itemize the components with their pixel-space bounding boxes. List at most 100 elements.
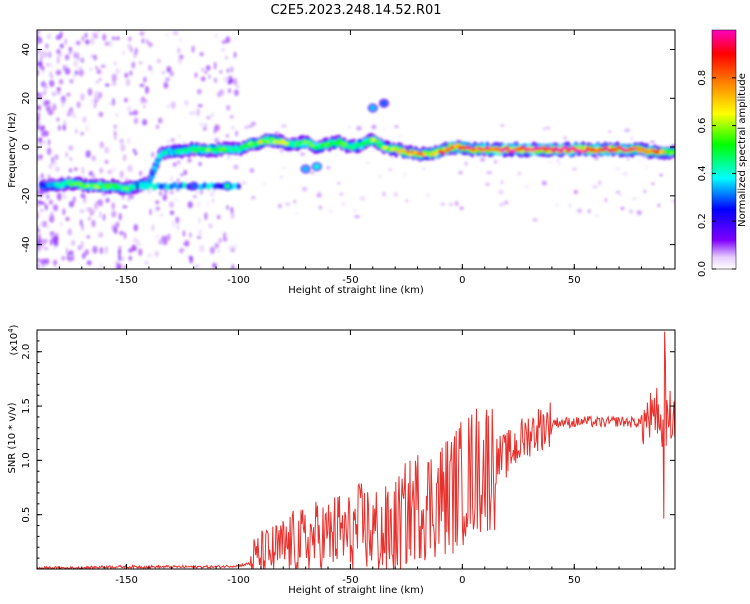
noise-speck bbox=[391, 155, 394, 161]
noise-speck bbox=[123, 264, 127, 269]
noise-speck bbox=[169, 190, 174, 195]
noise-speck bbox=[96, 69, 102, 75]
noise-speck bbox=[365, 161, 370, 165]
noise-speck bbox=[132, 238, 139, 243]
noise-speck bbox=[141, 38, 145, 44]
noise-speck bbox=[197, 104, 203, 108]
noise-speck bbox=[43, 140, 47, 145]
colorbar-tick-label: 0.6 bbox=[697, 118, 708, 134]
noise-speck bbox=[177, 58, 182, 64]
noise-speck bbox=[204, 70, 208, 75]
noise-speck bbox=[40, 125, 46, 130]
noise-speck bbox=[79, 209, 83, 213]
noise-speck bbox=[82, 252, 86, 259]
noise-speck bbox=[119, 230, 124, 236]
noise-speck bbox=[37, 147, 40, 151]
noise-speck bbox=[127, 165, 133, 172]
noise-speck bbox=[68, 145, 74, 151]
noise-speck bbox=[122, 205, 128, 209]
noise-speck bbox=[643, 189, 646, 194]
noise-speck bbox=[147, 252, 153, 258]
noise-speck bbox=[568, 203, 572, 208]
noise-speck bbox=[99, 247, 104, 255]
noise-speck bbox=[128, 36, 132, 42]
noise-speck bbox=[231, 126, 234, 129]
spectrogram-y-axis-label: Frequency (Hz) bbox=[7, 112, 18, 188]
noise-speck bbox=[76, 101, 81, 109]
noise-speck bbox=[91, 32, 98, 37]
noise-speck bbox=[97, 200, 101, 204]
noise-speck bbox=[122, 154, 127, 162]
noise-speck bbox=[128, 255, 132, 261]
noise-speck bbox=[226, 68, 230, 73]
noise-speck bbox=[222, 237, 228, 242]
noise-speck bbox=[671, 200, 675, 204]
noise-speck bbox=[46, 194, 50, 200]
snr-x-axis-label: Height of straight line (km) bbox=[288, 585, 424, 596]
noise-speck bbox=[124, 72, 129, 78]
noise-speck bbox=[393, 192, 399, 198]
noise-speck bbox=[56, 87, 61, 91]
noise-speck bbox=[114, 132, 117, 141]
noise-speck bbox=[59, 43, 64, 49]
noise-speck bbox=[285, 202, 290, 207]
feature-core bbox=[190, 183, 197, 189]
noise-speck bbox=[440, 202, 446, 206]
ridge-cell bbox=[68, 183, 74, 187]
noise-speck bbox=[382, 127, 387, 130]
noise-speck bbox=[113, 81, 117, 86]
noise-speck bbox=[170, 138, 175, 142]
noise-speck bbox=[211, 199, 215, 203]
snr-y-axis-label: SNR (10 * v/v) bbox=[7, 402, 18, 473]
noise-speck bbox=[573, 190, 578, 194]
noise-speck bbox=[217, 249, 220, 253]
noise-speck bbox=[226, 153, 231, 161]
noise-speck bbox=[37, 61, 43, 68]
noise-speck bbox=[93, 54, 97, 61]
noise-speck bbox=[107, 169, 113, 175]
spectrogram-y-ticks: -40 -20 0 20 40 bbox=[21, 43, 675, 253]
noise-speck bbox=[117, 249, 121, 257]
noise-speck bbox=[47, 174, 51, 180]
x-tick-label: -150 bbox=[115, 575, 138, 586]
noise-speck bbox=[347, 125, 352, 129]
noise-speck bbox=[62, 191, 66, 199]
noise-speck bbox=[232, 244, 238, 249]
noise-speck bbox=[157, 59, 161, 63]
noise-speck bbox=[119, 138, 124, 144]
spectrogram-x-axis-label: Height of straight line (km) bbox=[288, 285, 424, 296]
noise-speck bbox=[127, 43, 132, 50]
noise-speck bbox=[108, 39, 113, 48]
noise-speck bbox=[85, 150, 91, 158]
noise-speck bbox=[249, 168, 255, 173]
noise-speck bbox=[219, 70, 223, 74]
noise-speck bbox=[189, 232, 192, 238]
noise-speck bbox=[199, 244, 205, 253]
noise-speck bbox=[532, 218, 538, 222]
noise-speck bbox=[148, 42, 153, 48]
noise-speck bbox=[300, 152, 305, 156]
noise-speck bbox=[86, 235, 90, 239]
noise-speck bbox=[80, 57, 84, 63]
ridge-cell bbox=[265, 140, 271, 144]
noise-speck bbox=[622, 172, 628, 176]
colorbar-ticks: 0.0 0.2 0.4 0.6 0.8 bbox=[697, 70, 736, 277]
noise-speck bbox=[111, 36, 116, 41]
noise-speck bbox=[122, 50, 125, 55]
noise-speck bbox=[226, 205, 229, 210]
x-tick-label: 0 bbox=[459, 275, 465, 286]
noise-speck bbox=[162, 71, 165, 75]
y-tick-label: 0.5 bbox=[21, 507, 32, 523]
noise-speck bbox=[184, 101, 189, 106]
noise-speck bbox=[588, 209, 591, 214]
noise-speck bbox=[65, 217, 70, 221]
ridge-cell bbox=[400, 148, 407, 152]
noise-speck bbox=[40, 173, 44, 179]
noise-speck bbox=[48, 139, 51, 146]
noise-speck bbox=[166, 66, 172, 73]
noise-speck bbox=[69, 157, 73, 161]
noise-speck bbox=[577, 208, 583, 214]
noise-speck bbox=[199, 122, 203, 127]
noise-speck bbox=[464, 161, 468, 167]
noise-speck bbox=[378, 174, 381, 179]
